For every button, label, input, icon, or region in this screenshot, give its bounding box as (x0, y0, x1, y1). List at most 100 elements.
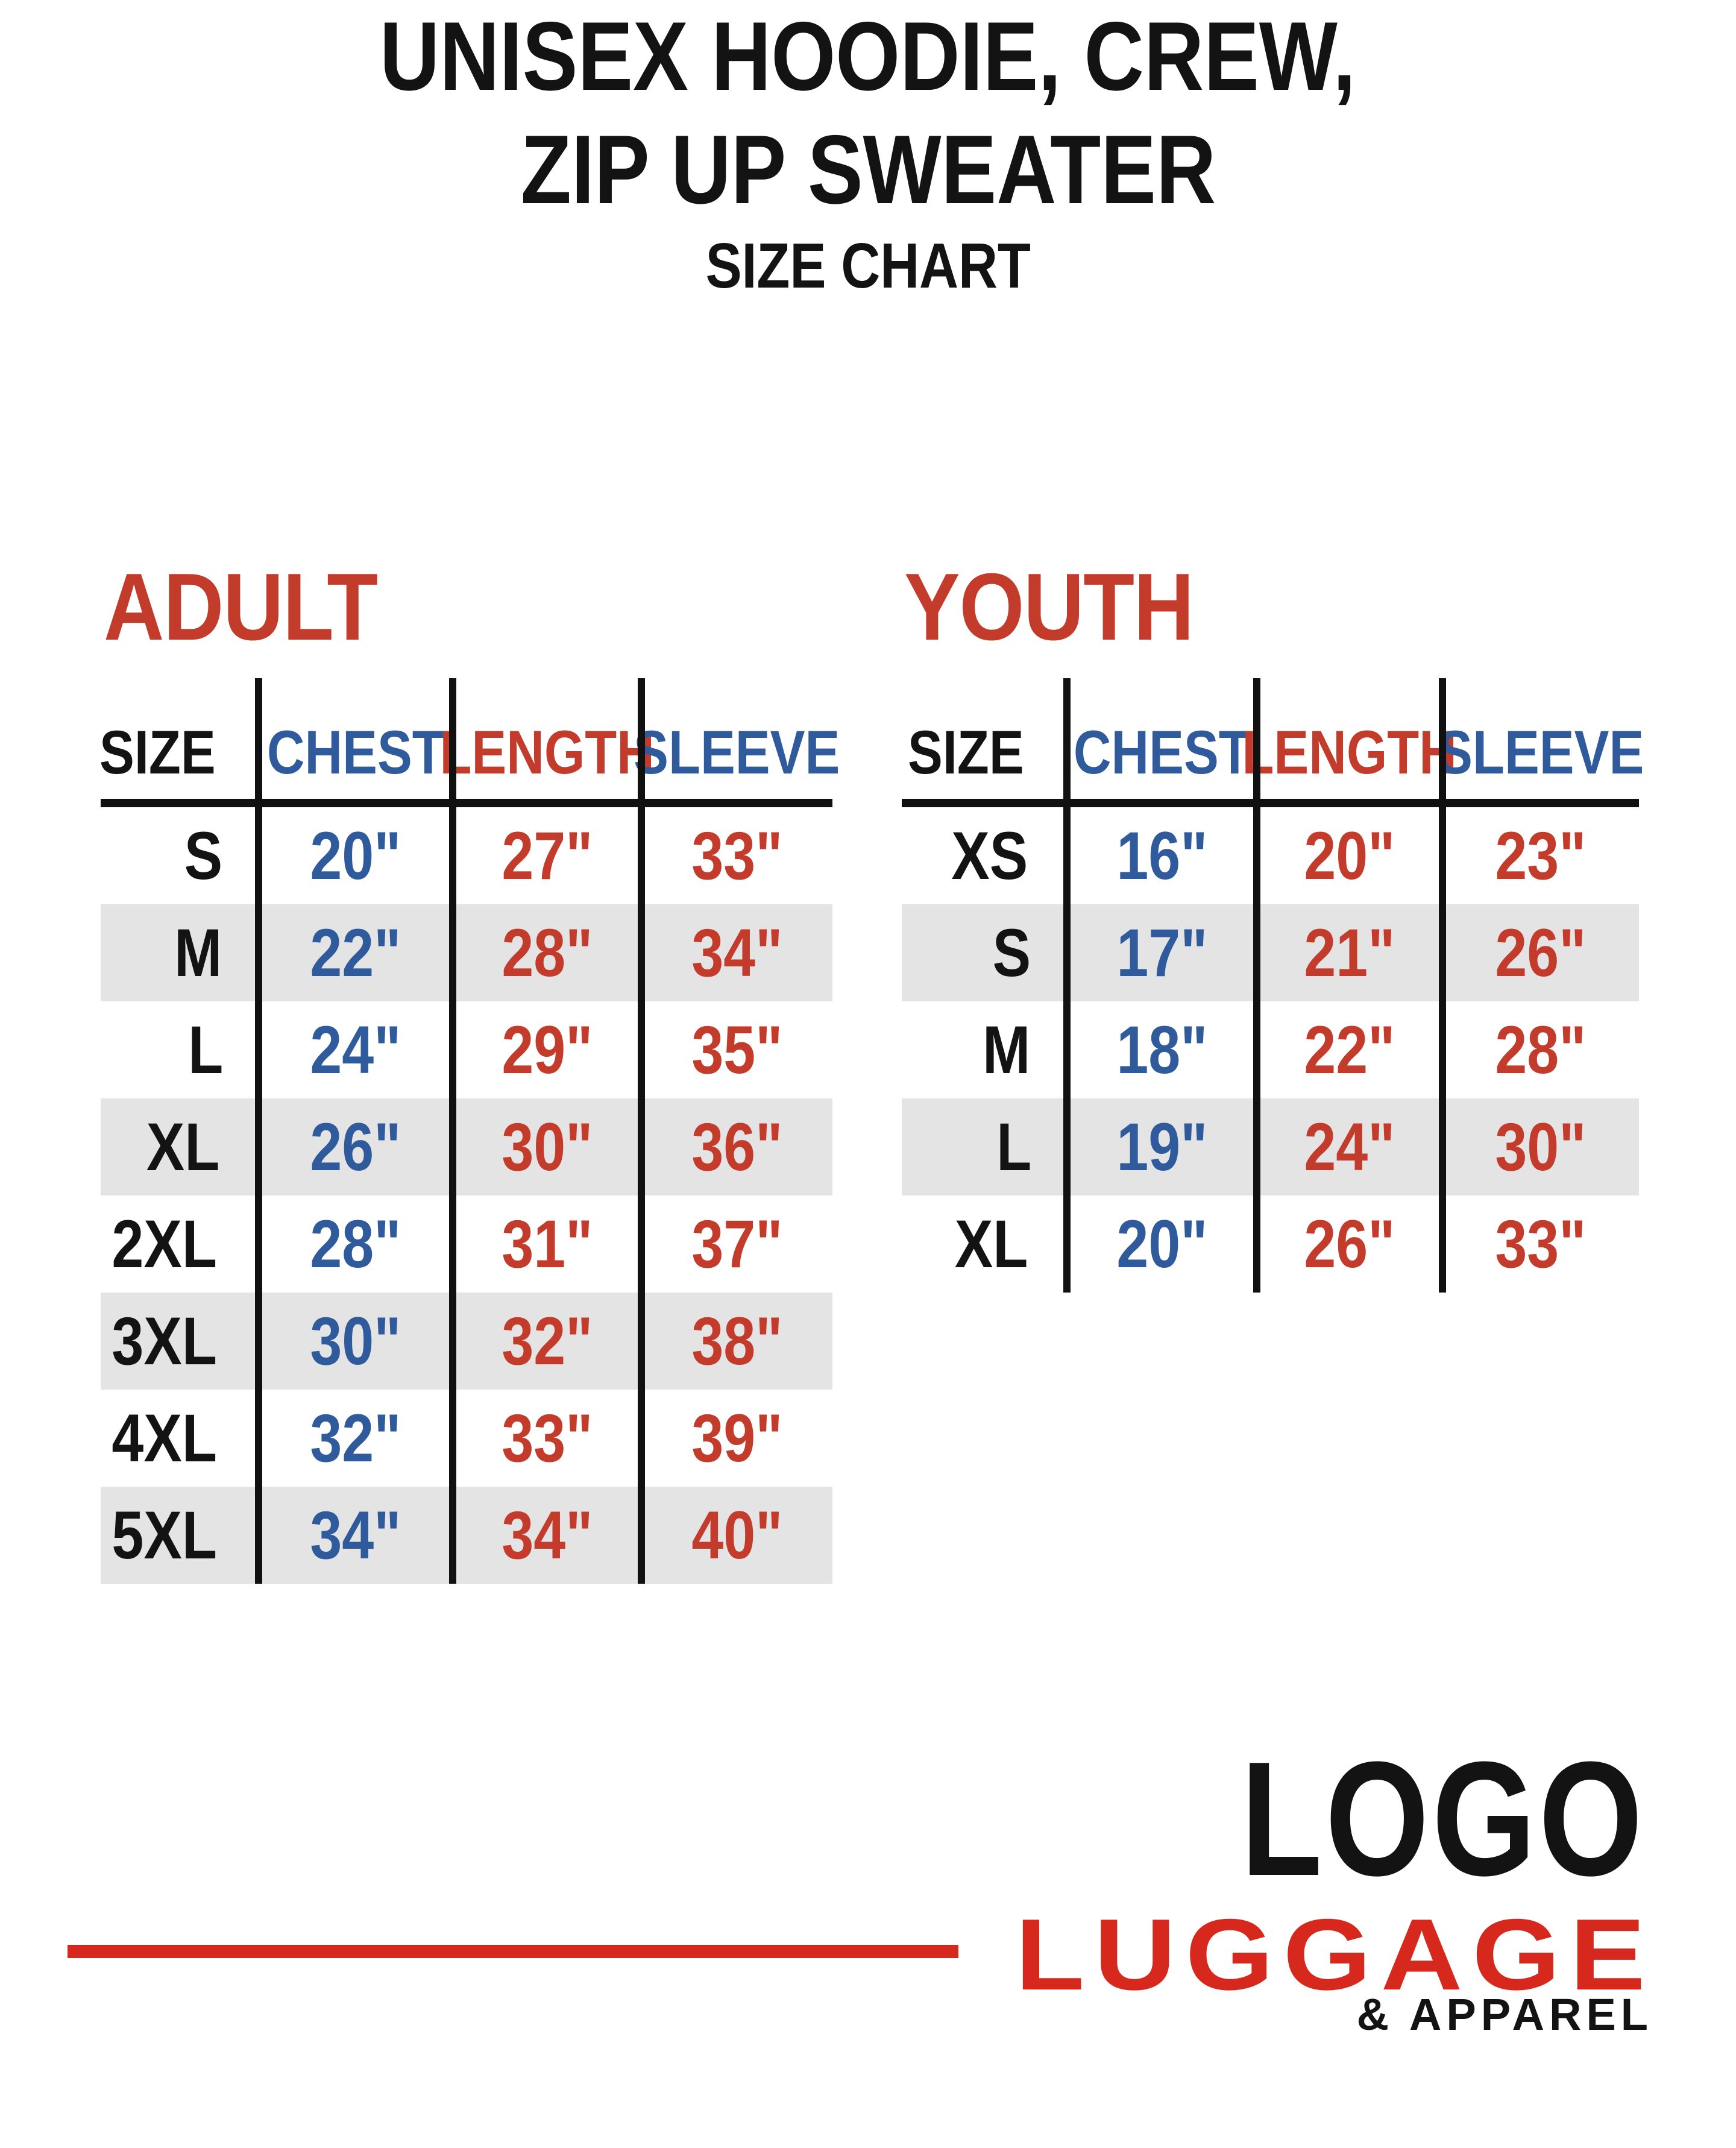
youth-row-s: S 17" 21" 26" (902, 904, 1639, 1001)
brand-logo-word: LOGO (1241, 1728, 1646, 1910)
adult-header-rule (101, 799, 832, 807)
adult-header-sleeve-text: SLEEVE (634, 718, 840, 787)
youth-section-heading-text: YOUTH (904, 554, 1194, 660)
youth-xs-length-text: 20" (1304, 817, 1395, 893)
youth-column-divider-2 (1253, 678, 1260, 1293)
youth-xs-sleeve: 23" (1442, 822, 1639, 890)
adult-5xl-sleeve-text: 40" (691, 1497, 783, 1573)
brand-luggage-text: LUGGAGE (1015, 1904, 1655, 2005)
adult-l-chest: 24" (259, 1016, 453, 1084)
youth-xl-chest-text: 20" (1116, 1206, 1208, 1282)
youth-xs-length: 20" (1257, 822, 1442, 890)
youth-xl-size: XL (902, 1210, 1067, 1278)
youth-header-rule (902, 799, 1639, 807)
youth-m-length-text: 22" (1304, 1012, 1395, 1088)
adult-row-3xl: 3XL 30" 32" 38" (101, 1293, 832, 1390)
youth-m-sleeve-text: 28" (1495, 1012, 1587, 1088)
youth-l-size-text: L (996, 1109, 1031, 1185)
adult-3xl-length-text: 32" (501, 1303, 593, 1379)
adult-xl-size-text: XL (146, 1109, 220, 1185)
youth-m-length: 22" (1257, 1016, 1442, 1084)
adult-4xl-sleeve: 39" (641, 1404, 832, 1472)
adult-s-length-text: 27" (501, 817, 593, 893)
adult-4xl-chest-text: 32" (310, 1400, 401, 1476)
page-title-line-2-text: ZIP UP SWEATER (520, 115, 1216, 224)
adult-m-size-text: M (174, 915, 222, 991)
adult-5xl-length: 34" (453, 1501, 641, 1569)
adult-4xl-size-text: 4XL (111, 1400, 217, 1476)
youth-table-header-row: SIZE CHEST LENGTH SLEEVE (902, 678, 1644, 799)
adult-2xl-sleeve-text: 37" (691, 1206, 783, 1282)
adult-header-size: SIZE (99, 722, 259, 799)
adult-xl-size: XL (101, 1113, 259, 1181)
adult-3xl-size-text: 3XL (111, 1303, 217, 1379)
youth-s-length-text: 21" (1304, 915, 1395, 991)
youth-section-heading: YOUTH (904, 559, 1233, 655)
adult-2xl-chest-text: 28" (310, 1206, 401, 1282)
youth-row-xl: XL 20" 26" 33" (902, 1195, 1639, 1293)
adult-xl-sleeve: 36" (641, 1113, 832, 1181)
adult-3xl-length: 32" (453, 1303, 641, 1379)
adult-4xl-size: 4XL (101, 1400, 259, 1476)
adult-row-m: M 22" 28" 34" (101, 904, 832, 1001)
youth-s-sleeve: 26" (1442, 919, 1639, 987)
youth-row-m: M 18" 22" 28" (902, 1001, 1639, 1098)
youth-size-table: SIZE CHEST LENGTH SLEEVE XS 16" 20" 23" S 17" 21" 2… (902, 678, 1644, 1293)
page-title-line-2: ZIP UP SWEATER (0, 113, 1736, 227)
adult-m-sleeve-text: 34" (691, 915, 783, 991)
youth-xs-sleeve-text: 23" (1495, 817, 1587, 893)
adult-s-sleeve: 33" (641, 822, 832, 890)
adult-column-divider-2 (449, 678, 456, 1584)
adult-xl-chest-text: 26" (310, 1109, 401, 1185)
adult-3xl-chest-text: 30" (310, 1303, 401, 1379)
brand-luggage-word: LUGGAGE (1014, 1898, 1655, 2011)
adult-section-heading: ADULT (104, 559, 415, 655)
youth-s-length: 21" (1257, 919, 1442, 987)
youth-header-sleeve: SLEEVE (1438, 722, 1644, 799)
adult-xl-chest: 26" (259, 1113, 453, 1181)
youth-header-sleeve-text: SLEEVE (1437, 718, 1644, 787)
adult-3xl-chest: 30" (259, 1303, 453, 1379)
youth-l-length: 24" (1257, 1113, 1442, 1181)
page-subtitle-text: SIZE CHART (705, 230, 1031, 301)
youth-s-chest-text: 17" (1116, 915, 1208, 991)
adult-4xl-chest: 32" (259, 1400, 453, 1476)
youth-column-divider-3 (1439, 678, 1446, 1293)
youth-l-chest: 19" (1067, 1113, 1257, 1181)
youth-xs-size: XS (902, 822, 1067, 890)
adult-5xl-chest-text: 34" (310, 1497, 401, 1573)
youth-m-sleeve: 28" (1442, 1016, 1639, 1084)
adult-m-length: 28" (453, 919, 641, 987)
adult-header-length: LENGTH (439, 722, 654, 799)
adult-row-s: S 20" 27" 33" (101, 807, 832, 904)
youth-l-size: L (902, 1113, 1067, 1181)
youth-header-chest-text: CHEST (1073, 718, 1251, 787)
youth-s-size: S (902, 919, 1067, 987)
adult-5xl-size-text: 5XL (111, 1497, 217, 1573)
adult-column-divider-1 (255, 678, 262, 1584)
adult-4xl-length: 33" (453, 1404, 641, 1472)
adult-s-size: S (101, 822, 259, 890)
adult-header-chest-text: CHEST (267, 718, 444, 787)
adult-l-length-text: 29" (501, 1012, 593, 1088)
youth-column-divider-1 (1063, 678, 1071, 1293)
adult-s-chest-text: 20" (310, 817, 401, 893)
adult-row-4xl: 4XL 32" 33" 39" (101, 1390, 832, 1487)
youth-header-chest: CHEST (1067, 722, 1257, 799)
page-title: UNISEX HOODIE, CREW, ZIP UP SWEATER SIZE… (0, 0, 1736, 301)
adult-header-chest: CHEST (259, 722, 453, 799)
adult-3xl-sleeve-text: 38" (691, 1303, 783, 1379)
youth-m-size: M (902, 1016, 1067, 1084)
adult-section-heading-text: ADULT (104, 554, 378, 660)
youth-xl-length: 26" (1257, 1210, 1442, 1278)
adult-row-l: L 24" 29" 35" (101, 1001, 832, 1098)
youth-s-sleeve-text: 26" (1495, 915, 1587, 991)
youth-header-size-text: SIZE (908, 718, 1024, 787)
adult-size-table: SIZE CHEST LENGTH SLEEVE S 20" 27" 33" M 22" 28" 34… (99, 678, 840, 1584)
adult-table-header-row: SIZE CHEST LENGTH SLEEVE (99, 678, 840, 799)
page-title-line-1-text: UNISEX HOODIE, CREW, (380, 2, 1356, 111)
adult-5xl-size: 5XL (101, 1497, 259, 1573)
youth-row-l: L 19" 24" 30" (902, 1098, 1639, 1195)
adult-l-length: 29" (453, 1016, 641, 1084)
adult-3xl-sleeve: 38" (641, 1303, 832, 1379)
